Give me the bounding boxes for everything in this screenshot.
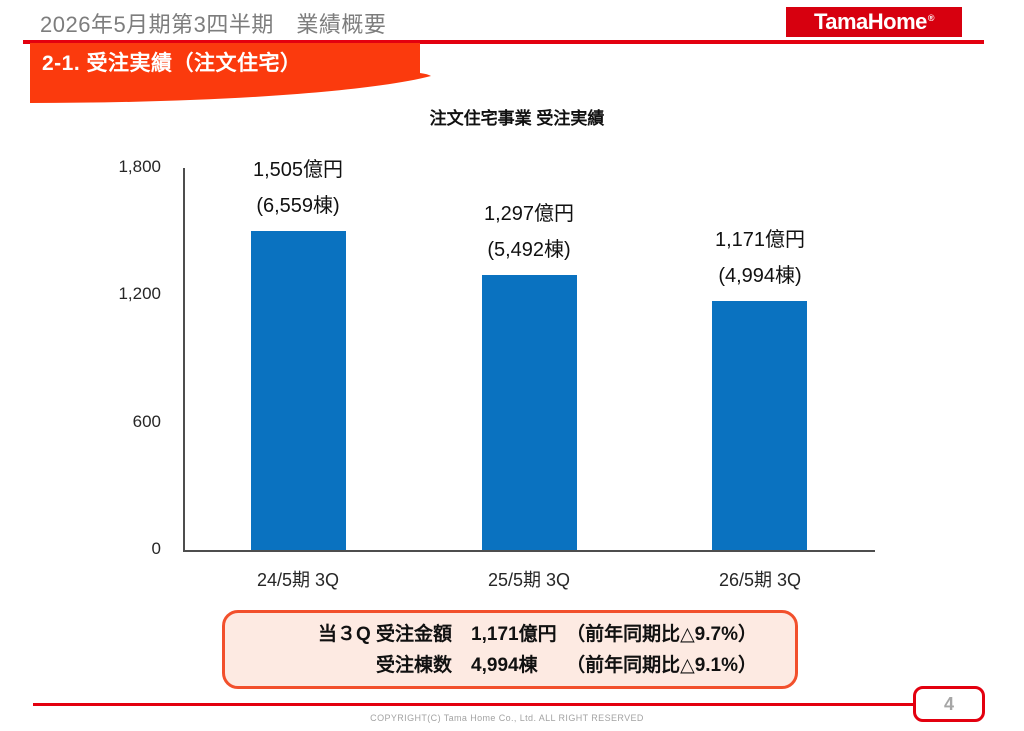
- bar-units-label: (4,994棟): [718, 265, 802, 287]
- bar-amount-label: 1,505億円: [252, 159, 344, 181]
- bar-chart-plot-area: 0 600 1,200 1,800 1,505億円 (6,559棟) 24/5期 3Q 1,2…: [118, 157, 875, 590]
- chart-title: 注文住宅事業 受注実績: [429, 109, 605, 128]
- section-banner-shape: [30, 43, 431, 103]
- bar-data-label: 1,171億円 (4,994棟): [650, 222, 870, 294]
- footer-divider-line: [33, 703, 915, 706]
- page-number: 4: [943, 693, 954, 714]
- bar-25/5期 3Q: [482, 275, 577, 550]
- bar-amount-label: 1,171億円: [714, 229, 806, 251]
- x-axis-category-label: 26/5期 3Q: [718, 570, 802, 590]
- registered-mark: ®: [927, 13, 935, 23]
- y-axis-tick-label: 600: [132, 411, 161, 431]
- page-number-badge: 4: [913, 686, 985, 722]
- bar-units-label: (5,492棟): [487, 239, 571, 261]
- section-title: 2-1. 受注実績（注文住宅）: [42, 52, 302, 75]
- bar-26/5期 3Q: [712, 301, 807, 550]
- summary-units-line: 受注棟数 4,994棟 （前年同期比△9.1%）: [376, 654, 757, 676]
- tamahome-logo: TamaHome ®: [786, 7, 962, 37]
- bar-data-label: 1,297億円 (5,492棟): [419, 196, 639, 268]
- y-axis-tick-label: 1,200: [118, 284, 161, 304]
- summary-amount-line: 当３Q 受注金額 1,171億円 （前年同期比△9.7%）: [317, 623, 757, 645]
- logo-text: TamaHome: [813, 9, 927, 34]
- bar-data-label: 1,505億円 (6,559棟): [188, 152, 408, 224]
- y-axis-line: [183, 168, 185, 550]
- bar-amount-label: 1,297億円: [483, 203, 575, 225]
- bar-units-label: (6,559棟): [256, 195, 340, 217]
- x-axis-category-label: 25/5期 3Q: [487, 570, 571, 590]
- copyright-text: COPYRIGHT(C) Tama Home Co., Ltd. ALL RIG…: [370, 713, 644, 723]
- x-axis-line: [183, 550, 875, 552]
- y-axis-tick-label: 0: [151, 539, 161, 558]
- bar-24/5期 3Q: [251, 231, 346, 550]
- summary-callout-box: 当３Q 受注金額 1,171億円 （前年同期比△9.7%） 受注棟数 4,994…: [222, 610, 798, 689]
- slide-title: 2026年5月期第3四半期 業績概要: [40, 12, 387, 37]
- header-divider-line: [23, 40, 984, 44]
- x-axis-category-label: 24/5期 3Q: [256, 570, 340, 590]
- y-axis-tick-label: 1,800: [118, 157, 161, 176]
